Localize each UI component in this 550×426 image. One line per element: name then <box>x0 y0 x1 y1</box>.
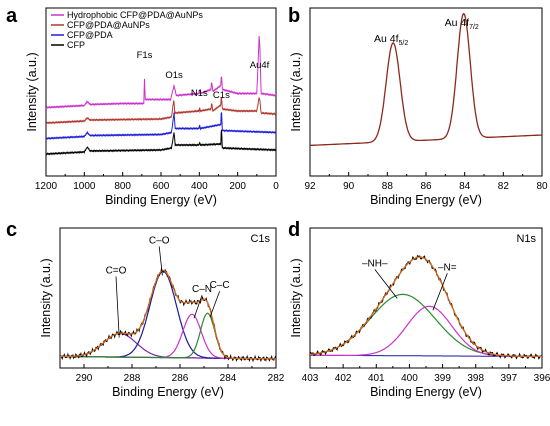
x-tick-label: 402 <box>335 373 352 384</box>
series-line <box>45 111 277 141</box>
peak-annotation: F1s <box>137 50 153 61</box>
x-tick-label: 398 <box>467 373 484 384</box>
label-pointer <box>432 273 448 311</box>
x-tick-label: 80 <box>536 181 548 192</box>
label-pointer <box>115 276 120 338</box>
panel-letter: c <box>6 219 17 241</box>
panel-b: b 92 90 88 86 84 82 80 Binding Energy (eV) Intens… <box>288 5 548 207</box>
component-line <box>60 313 276 360</box>
annotation-main: Au 4f <box>445 17 470 29</box>
x-tick-label: 403 <box>302 373 319 384</box>
series-line <box>45 96 277 125</box>
series-line <box>45 129 277 156</box>
x-tick-label: 800 <box>114 181 131 192</box>
component-label: –N= <box>438 262 457 273</box>
label-pointer <box>374 269 398 299</box>
envelope-line <box>309 256 543 358</box>
axes-frame <box>59 227 277 369</box>
annotation-sub: 5/2 <box>399 40 409 47</box>
component-line <box>60 312 276 360</box>
panel-d: d 403 402 401 400 399 398 397 396 Binding Energy … <box>288 219 550 399</box>
annotation-sub: 7/2 <box>469 24 479 31</box>
x-tick-label: 288 <box>124 373 141 384</box>
label-pointer <box>209 291 220 318</box>
annotation-main: Au 4f <box>374 33 399 45</box>
x-tick-label: 397 <box>501 373 518 384</box>
x-tick-label: 286 <box>172 373 189 384</box>
x-tick-label: 1200 <box>35 181 58 192</box>
x-tick-label: 92 <box>304 181 316 192</box>
x-axis-label: Binding Energy (eV) <box>370 385 482 399</box>
y-axis-label: Intensity (a.u.) <box>39 258 53 337</box>
label-pointer <box>158 246 163 276</box>
legend-entry: CFP@PDA@AuNPs <box>67 20 150 30</box>
panel-title: N1s <box>516 233 536 245</box>
x-tick-label: 0 <box>273 181 279 192</box>
component-label: C–N <box>192 284 212 295</box>
label-pointer <box>193 295 203 319</box>
legend-entry: CFP <box>67 40 85 50</box>
x-tick-label: 82 <box>498 181 510 192</box>
x-tick-label: 396 <box>534 373 550 384</box>
peak-annotation: N1s <box>191 88 208 99</box>
x-tick-label: 290 <box>76 373 93 384</box>
panel-a: a 1200 1000 800 600 400 200 0 Binding Energy (eV… <box>6 5 279 207</box>
legend-entry: Hydrophobic CFP@PDA@AuNPs <box>67 10 203 20</box>
envelope-line <box>60 269 276 360</box>
series-line <box>310 12 542 147</box>
x-tick-label: 399 <box>434 373 451 384</box>
x-axis-label: Binding Energy (eV) <box>105 193 217 207</box>
x-tick-label: 400 <box>401 373 418 384</box>
peak-annotation: Au 4f7/2 <box>445 17 479 31</box>
axes-frame <box>309 227 543 369</box>
peak-annotation: Au 4f5/2 <box>374 33 408 47</box>
x-tick-label: 88 <box>382 181 394 192</box>
panel-letter: d <box>288 219 300 241</box>
x-tick-label: 282 <box>268 373 285 384</box>
y-axis-label: Intensity (a.u.) <box>289 52 303 131</box>
x-tick-label: 1000 <box>73 181 96 192</box>
panel-letter: b <box>288 5 300 27</box>
x-tick-label: 600 <box>153 181 170 192</box>
panel-title: C1s <box>250 233 270 245</box>
component-label: C=O <box>106 266 127 277</box>
component-label: –NH– <box>362 258 388 269</box>
peak-annotation: Au4f <box>250 60 270 71</box>
component-label: C–C <box>210 280 230 291</box>
component-line <box>309 293 543 358</box>
x-tick-label: 86 <box>420 181 432 192</box>
x-tick-label: 284 <box>220 373 237 384</box>
legend-entry: CFP@PDA <box>67 30 113 40</box>
axes-frame <box>309 7 543 177</box>
x-tick-label: 90 <box>343 181 355 192</box>
component-line <box>60 332 276 360</box>
x-tick-label: 200 <box>229 181 246 192</box>
component-label: C–O <box>149 235 170 246</box>
x-tick-label: 400 <box>191 181 208 192</box>
x-axis-label: Binding Energy (eV) <box>112 385 224 399</box>
component-line <box>60 270 276 360</box>
peak-annotation: O1s <box>165 70 183 81</box>
panel-c: c 290 288 286 284 282 Binding Energy (eV) Inten… <box>6 219 285 399</box>
component-line <box>310 305 542 358</box>
y-axis-label: Intensity (a.u.) <box>289 258 303 337</box>
x-tick-label: 84 <box>459 181 471 192</box>
series-line <box>45 35 277 110</box>
x-tick-label: 401 <box>368 373 385 384</box>
x-axis-label: Binding Energy (eV) <box>370 193 482 207</box>
panel-letter: a <box>6 5 18 27</box>
raw-data-line <box>59 266 277 363</box>
y-axis-label: Intensity (a.u.) <box>25 52 39 131</box>
peak-annotation: C1s <box>213 90 230 101</box>
